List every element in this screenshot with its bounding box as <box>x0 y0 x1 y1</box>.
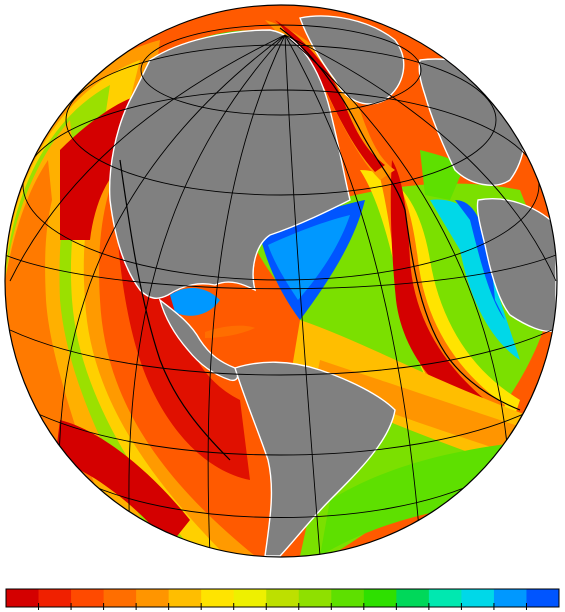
legend-border <box>5 588 560 608</box>
legend-swatch <box>396 589 430 607</box>
africa <box>476 198 557 332</box>
globe-outline <box>4 4 558 558</box>
legend-swatch <box>71 589 105 607</box>
color-scale-legend <box>5 588 560 610</box>
legend-swatch <box>266 589 300 607</box>
globe <box>5 5 557 557</box>
legend-swatch <box>363 589 397 607</box>
legend-swatch <box>461 589 495 607</box>
legend-swatch <box>331 589 365 607</box>
legend-swatch <box>38 589 72 607</box>
legend-swatch <box>298 589 332 607</box>
legend-swatch <box>136 589 170 607</box>
gulf-and-caribbean <box>170 288 255 338</box>
legend-swatch <box>103 589 137 607</box>
south-america <box>234 361 396 557</box>
legend-swatch <box>428 589 462 607</box>
legend-swatch <box>493 589 527 607</box>
graticule <box>5 24 557 557</box>
legend-swatch <box>526 589 560 607</box>
legend-swatch <box>233 589 267 607</box>
plate-boundaries <box>119 27 521 461</box>
legend-swatch <box>201 589 235 607</box>
legend-swatch <box>6 589 40 607</box>
legend-swatch <box>168 589 202 607</box>
